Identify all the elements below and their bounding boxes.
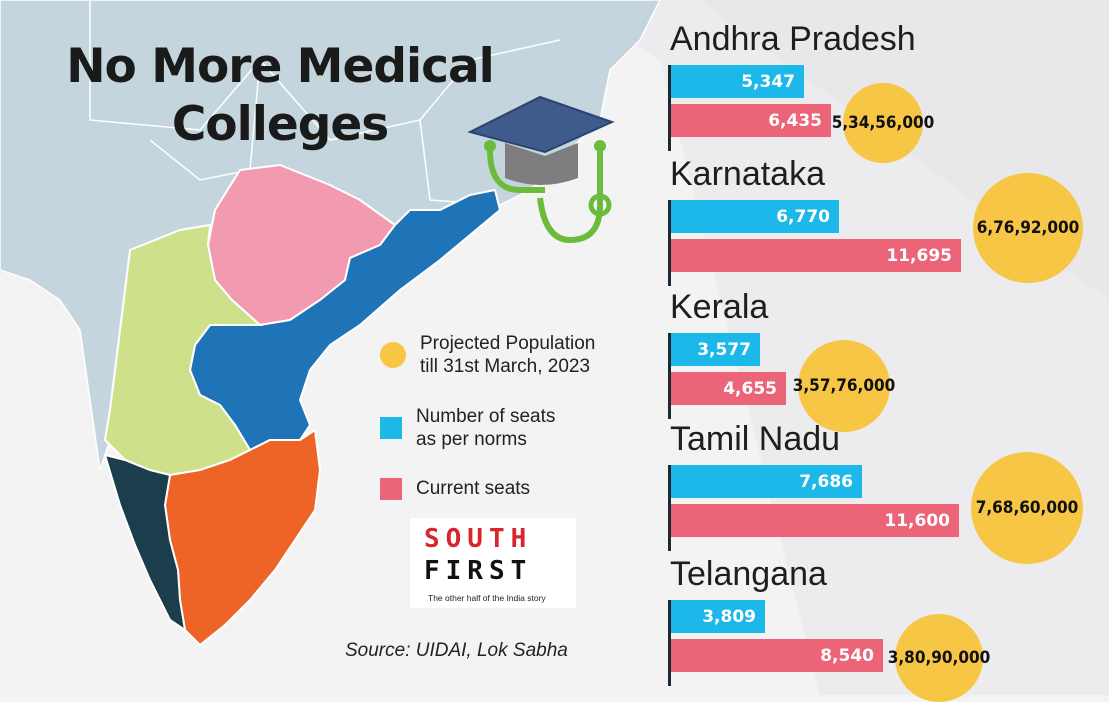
legend-label-current-seats: Current seats (416, 478, 531, 499)
state-name-kerala: Kerala (670, 288, 769, 326)
legend-item-population: Projected Population till 31st March, 20… (380, 332, 595, 378)
bar-current-seats-andhra-pradesh: 6,435 (671, 104, 831, 137)
population-bubble-andhra-pradesh: 5,34,56,000 (832, 83, 934, 163)
axis-line-kerala (668, 333, 671, 419)
legend-swatch-current-seats (380, 477, 402, 500)
south-first-logo: SOUTH FIRST The other half of the India … (410, 518, 576, 608)
title-line-2: Colleges (171, 97, 389, 152)
bar-norm-seats-tamil-nadu: 7,686 (671, 465, 862, 498)
legend-label-population: Projected Population till 31st March, 20… (420, 333, 596, 377)
bar-norm-seats-telangana: 3,809 (671, 600, 765, 633)
legend-swatch-population (380, 342, 406, 368)
kerala-region (103, 453, 187, 633)
state-name-tamil-nadu: Tamil Nadu (670, 420, 841, 458)
graduation-cap-stethoscope-icon (467, 95, 615, 244)
page-title: No More Medical Colleges (30, 38, 530, 154)
logo-word-south: SOUTH (424, 524, 533, 554)
axis-line-telangana (668, 600, 671, 686)
population-bubble-kerala: 3,57,76,000 (793, 340, 895, 432)
legend-item-norm-seats: Number of seats as per norms (380, 405, 555, 451)
bar-current-seats-telangana: 8,540 (671, 639, 883, 672)
legend-swatch-norm-seats (380, 417, 402, 439)
axis-line-andhra-pradesh (668, 65, 671, 151)
axis-line-karnataka (668, 200, 671, 286)
population-bubble-tamil-nadu: 7,68,60,000 (971, 452, 1083, 564)
legend-label-norm-seats: Number of seats as per norms (416, 406, 556, 450)
bar-norm-seats-andhra-pradesh: 5,347 (671, 65, 804, 98)
population-bubble-karnataka: 6,76,92,000 (973, 173, 1083, 283)
karnataka-region (103, 223, 263, 477)
legend-item-current-seats: Current seats (380, 477, 530, 500)
state-name-andhra-pradesh: Andhra Pradesh (670, 20, 916, 58)
bar-current-seats-tamil-nadu: 11,600 (671, 504, 959, 537)
bar-norm-seats-kerala: 3,577 (671, 333, 760, 366)
title-line-1: No More Medical (66, 39, 495, 94)
state-name-telangana: Telangana (670, 555, 827, 593)
bar-current-seats-kerala: 4,655 (671, 372, 786, 405)
logo-tagline: The other half of the India story (428, 593, 546, 603)
source-note: Source: UIDAI, Lok Sabha (345, 640, 568, 661)
bar-current-seats-karnataka: 11,695 (671, 239, 961, 272)
axis-line-tamil-nadu (668, 465, 671, 551)
logo-word-first: FIRST (424, 556, 533, 586)
state-name-karnataka: Karnataka (670, 155, 825, 193)
bar-norm-seats-karnataka: 6,770 (671, 200, 839, 233)
population-bubble-telangana: 3,80,90,000 (888, 614, 990, 702)
